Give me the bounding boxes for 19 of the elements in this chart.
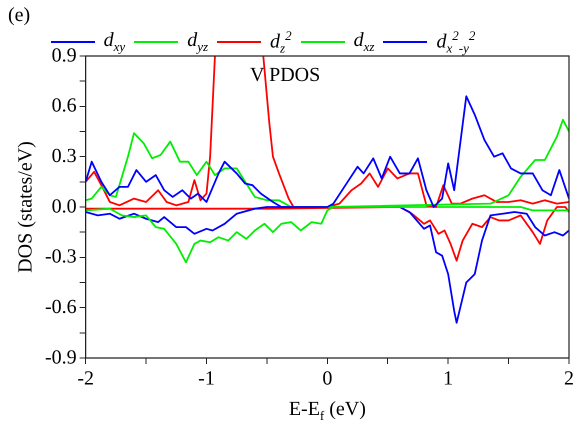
y-tick-label: 0.3 [52, 144, 77, 167]
y-tick-label: 0.6 [52, 94, 77, 117]
legend-label: d$_{xz}$ [354, 29, 374, 56]
x-axis-title: E-E$_{f}$ (eV) [288, 398, 366, 424]
x-tick-label: -1 [198, 367, 215, 390]
y-tick-label: -0.9 [44, 346, 77, 368]
y-tick-label: -0.3 [44, 246, 77, 268]
y-axis-title: DOS (states/eV) [14, 141, 36, 273]
y-tick-label: -0.6 [44, 296, 77, 318]
x-tick-label: -2 [77, 367, 94, 390]
x-tick-label: 1 [443, 367, 454, 390]
legend-label: d$_{yz}$ [187, 29, 208, 56]
legend-label: d$_{xy}$ [104, 29, 126, 56]
x-tick-label: 2 [564, 367, 574, 390]
y-tick-label: 0.0 [52, 195, 77, 218]
y-tick-label: 0.9 [52, 44, 77, 66]
annotation: V PDOS [250, 64, 320, 87]
text: (e) [8, 4, 30, 27]
x-tick-label: 0 [322, 367, 332, 390]
